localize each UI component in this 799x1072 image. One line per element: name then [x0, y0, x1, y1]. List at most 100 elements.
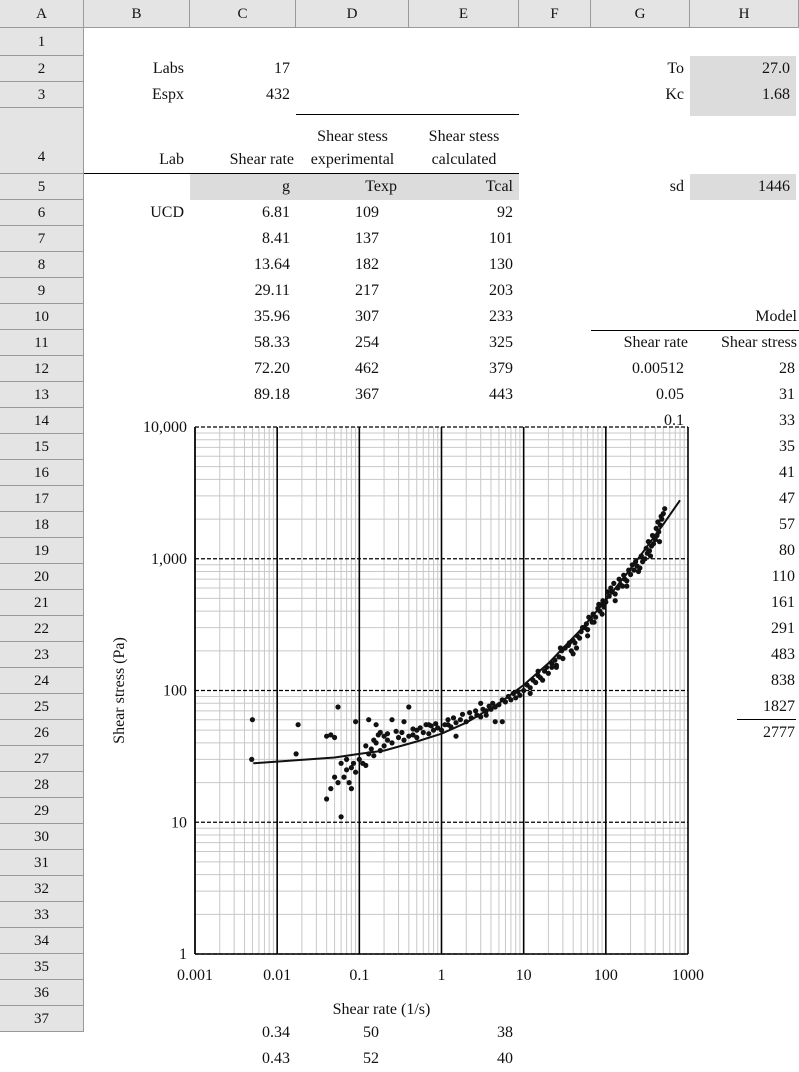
model-header-stress[interactable]: Shear stress — [721, 334, 797, 351]
model-stress-cell[interactable]: 41 — [779, 464, 795, 481]
table-row-cal[interactable]: 233 — [489, 308, 513, 325]
table-row-cal[interactable]: 92 — [497, 204, 513, 221]
row-header-20[interactable]: 20 — [0, 564, 84, 590]
row-header-18[interactable]: 18 — [0, 512, 84, 538]
table-row-rate[interactable]: 89.18 — [254, 386, 290, 403]
table-bottom-row-exp[interactable]: 50 — [363, 1024, 379, 1041]
column-header-c[interactable]: C — [190, 0, 296, 28]
row-header-28[interactable]: 28 — [0, 772, 84, 798]
row-header-36[interactable]: 36 — [0, 980, 84, 1006]
espx-value[interactable]: 432 — [266, 86, 290, 103]
row-header-34[interactable]: 34 — [0, 928, 84, 954]
model-stress-cell[interactable]: 838 — [771, 672, 795, 689]
sd-value[interactable]: 1446 — [758, 178, 790, 195]
model-stress-cell[interactable]: 28 — [779, 360, 795, 377]
table-row-rate[interactable]: 13.64 — [254, 256, 290, 273]
table-bottom-row-cal[interactable]: 40 — [497, 1050, 513, 1067]
model-title[interactable]: Model — [755, 308, 797, 325]
row-header-12[interactable]: 12 — [0, 356, 84, 382]
row-header-10[interactable]: 10 — [0, 304, 84, 330]
table-row-cal[interactable]: 130 — [489, 256, 513, 273]
row-header-4[interactable]: 4 — [0, 108, 84, 174]
table-row-cal[interactable]: 101 — [489, 230, 513, 247]
column-header-e[interactable]: E — [409, 0, 519, 28]
row-header-2[interactable]: 2 — [0, 56, 84, 82]
model-stress-cell[interactable]: 2777 — [763, 724, 795, 741]
row-header-14[interactable]: 14 — [0, 408, 84, 434]
row-header-19[interactable]: 19 — [0, 538, 84, 564]
model-rate-cell[interactable]: 0.1 — [664, 412, 684, 429]
row-header-1[interactable]: 1 — [0, 28, 84, 56]
header-lab[interactable]: Lab — [159, 151, 184, 168]
model-stress-cell[interactable]: 1827 — [763, 698, 795, 715]
labs-value[interactable]: 17 — [274, 60, 290, 77]
row-header-26[interactable]: 26 — [0, 720, 84, 746]
header-exp-line1[interactable]: Shear stess — [317, 128, 388, 145]
column-header-h[interactable]: H — [690, 0, 799, 28]
table-bottom-row-rate[interactable]: 0.43 — [262, 1050, 290, 1067]
model-stress-cell[interactable]: 483 — [771, 646, 795, 663]
table-bottom-row-exp[interactable]: 52 — [363, 1050, 379, 1067]
kc-label[interactable]: Kc — [665, 86, 684, 103]
espx-label[interactable]: Espx — [152, 86, 184, 103]
lab-name[interactable]: UCD — [150, 204, 184, 221]
table-row-exp[interactable]: 182 — [355, 256, 379, 273]
row-header-27[interactable]: 27 — [0, 746, 84, 772]
row-header-6[interactable]: 6 — [0, 200, 84, 226]
row-header-11[interactable]: 11 — [0, 330, 84, 356]
row-header-3[interactable]: 3 — [0, 82, 84, 108]
row-header-13[interactable]: 13 — [0, 382, 84, 408]
table-row-cal[interactable]: 443 — [489, 386, 513, 403]
table-row-exp[interactable]: 137 — [355, 230, 379, 247]
row-header-33[interactable]: 33 — [0, 902, 84, 928]
table-row-exp[interactable]: 217 — [355, 282, 379, 299]
row-header-35[interactable]: 35 — [0, 954, 84, 980]
model-stress-cell[interactable]: 33 — [779, 412, 795, 429]
table-bottom-row-rate[interactable]: 0.34 — [262, 1024, 290, 1041]
model-stress-cell[interactable]: 47 — [779, 490, 795, 507]
row-header-37[interactable]: 37 — [0, 1006, 84, 1032]
model-header-rate[interactable]: Shear rate — [623, 334, 688, 351]
to-value[interactable]: 27.0 — [762, 60, 790, 77]
table-row-exp[interactable]: 254 — [355, 334, 379, 351]
column-header-a[interactable]: A — [0, 0, 84, 28]
row-header-24[interactable]: 24 — [0, 668, 84, 694]
table-row-rate[interactable]: 29.11 — [254, 282, 290, 299]
row-header-9[interactable]: 9 — [0, 278, 84, 304]
table-row-cal[interactable]: 325 — [489, 334, 513, 351]
table-row-rate[interactable]: 58.33 — [254, 334, 290, 351]
model-stress-cell[interactable]: 31 — [779, 386, 795, 403]
table-row-cal[interactable]: 203 — [489, 282, 513, 299]
table-row-exp[interactable]: 109 — [355, 204, 379, 221]
row-header-15[interactable]: 15 — [0, 434, 84, 460]
column-header-b[interactable]: B — [84, 0, 190, 28]
table-row-rate[interactable]: 72.20 — [254, 360, 290, 377]
model-stress-cell[interactable]: 110 — [771, 568, 795, 585]
kc-value[interactable]: 1.68 — [762, 86, 790, 103]
column-header-d[interactable]: D — [296, 0, 409, 28]
table-row-rate[interactable]: 6.81 — [262, 204, 290, 221]
model-rate-cell[interactable]: 0.05 — [656, 386, 684, 403]
model-rate-cell[interactable]: 0.00512 — [632, 360, 684, 377]
row-header-17[interactable]: 17 — [0, 486, 84, 512]
header-cal-line1[interactable]: Shear stess — [428, 128, 500, 145]
model-stress-cell[interactable]: 291 — [771, 620, 795, 637]
table-row-exp[interactable]: 462 — [355, 360, 379, 377]
row-header-31[interactable]: 31 — [0, 850, 84, 876]
labs-label[interactable]: Labs — [152, 60, 184, 77]
model-stress-cell[interactable]: 57 — [779, 516, 795, 533]
table-row-exp[interactable]: 307 — [355, 308, 379, 325]
symbol-exp[interactable]: Texp — [365, 178, 397, 195]
model-stress-cell[interactable]: 161 — [771, 594, 795, 611]
row-header-5[interactable]: 5 — [0, 174, 84, 200]
row-header-16[interactable]: 16 — [0, 460, 84, 486]
model-stress-cell[interactable]: 35 — [779, 438, 795, 455]
table-row-exp[interactable]: 367 — [355, 386, 379, 403]
row-header-8[interactable]: 8 — [0, 252, 84, 278]
to-label[interactable]: To — [667, 60, 684, 77]
sd-label[interactable]: sd — [669, 178, 684, 195]
symbol-cal[interactable]: Tcal — [485, 178, 513, 195]
row-header-7[interactable]: 7 — [0, 226, 84, 252]
symbol-rate[interactable]: g — [282, 178, 290, 195]
header-cal-line2[interactable]: calculated — [431, 151, 497, 168]
